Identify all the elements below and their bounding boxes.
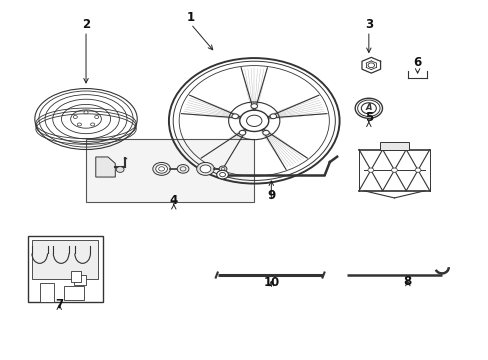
Circle shape: [95, 116, 99, 118]
Text: 3: 3: [364, 18, 372, 31]
Circle shape: [90, 123, 95, 126]
Circle shape: [391, 168, 397, 172]
Text: A: A: [365, 103, 371, 112]
Circle shape: [200, 165, 210, 173]
Text: 6: 6: [413, 56, 421, 69]
Circle shape: [231, 114, 238, 119]
Circle shape: [116, 167, 124, 172]
Circle shape: [153, 162, 170, 175]
Circle shape: [84, 111, 88, 114]
Bar: [74, 275, 86, 285]
Circle shape: [269, 114, 276, 119]
Circle shape: [367, 168, 373, 172]
Bar: [27, 235, 103, 302]
Text: 4: 4: [169, 194, 178, 207]
Circle shape: [239, 130, 245, 135]
Circle shape: [219, 166, 226, 172]
Text: 10: 10: [263, 276, 279, 289]
Bar: [40, 283, 54, 302]
Text: 5: 5: [364, 111, 372, 125]
Text: 9: 9: [266, 189, 275, 202]
Circle shape: [250, 104, 257, 108]
Text: 7: 7: [55, 298, 63, 311]
Bar: [71, 271, 81, 282]
Bar: [32, 240, 98, 279]
Bar: [86, 139, 254, 202]
Polygon shape: [96, 157, 115, 177]
Circle shape: [73, 116, 77, 118]
Text: 2: 2: [82, 18, 90, 31]
Circle shape: [414, 168, 420, 172]
Circle shape: [196, 162, 214, 175]
Circle shape: [216, 170, 228, 179]
Text: 8: 8: [403, 275, 411, 288]
Circle shape: [262, 130, 269, 135]
Bar: [64, 285, 83, 300]
Circle shape: [177, 165, 188, 173]
Bar: [380, 142, 408, 149]
Circle shape: [156, 165, 167, 173]
Text: 1: 1: [186, 11, 195, 24]
Circle shape: [77, 123, 81, 126]
